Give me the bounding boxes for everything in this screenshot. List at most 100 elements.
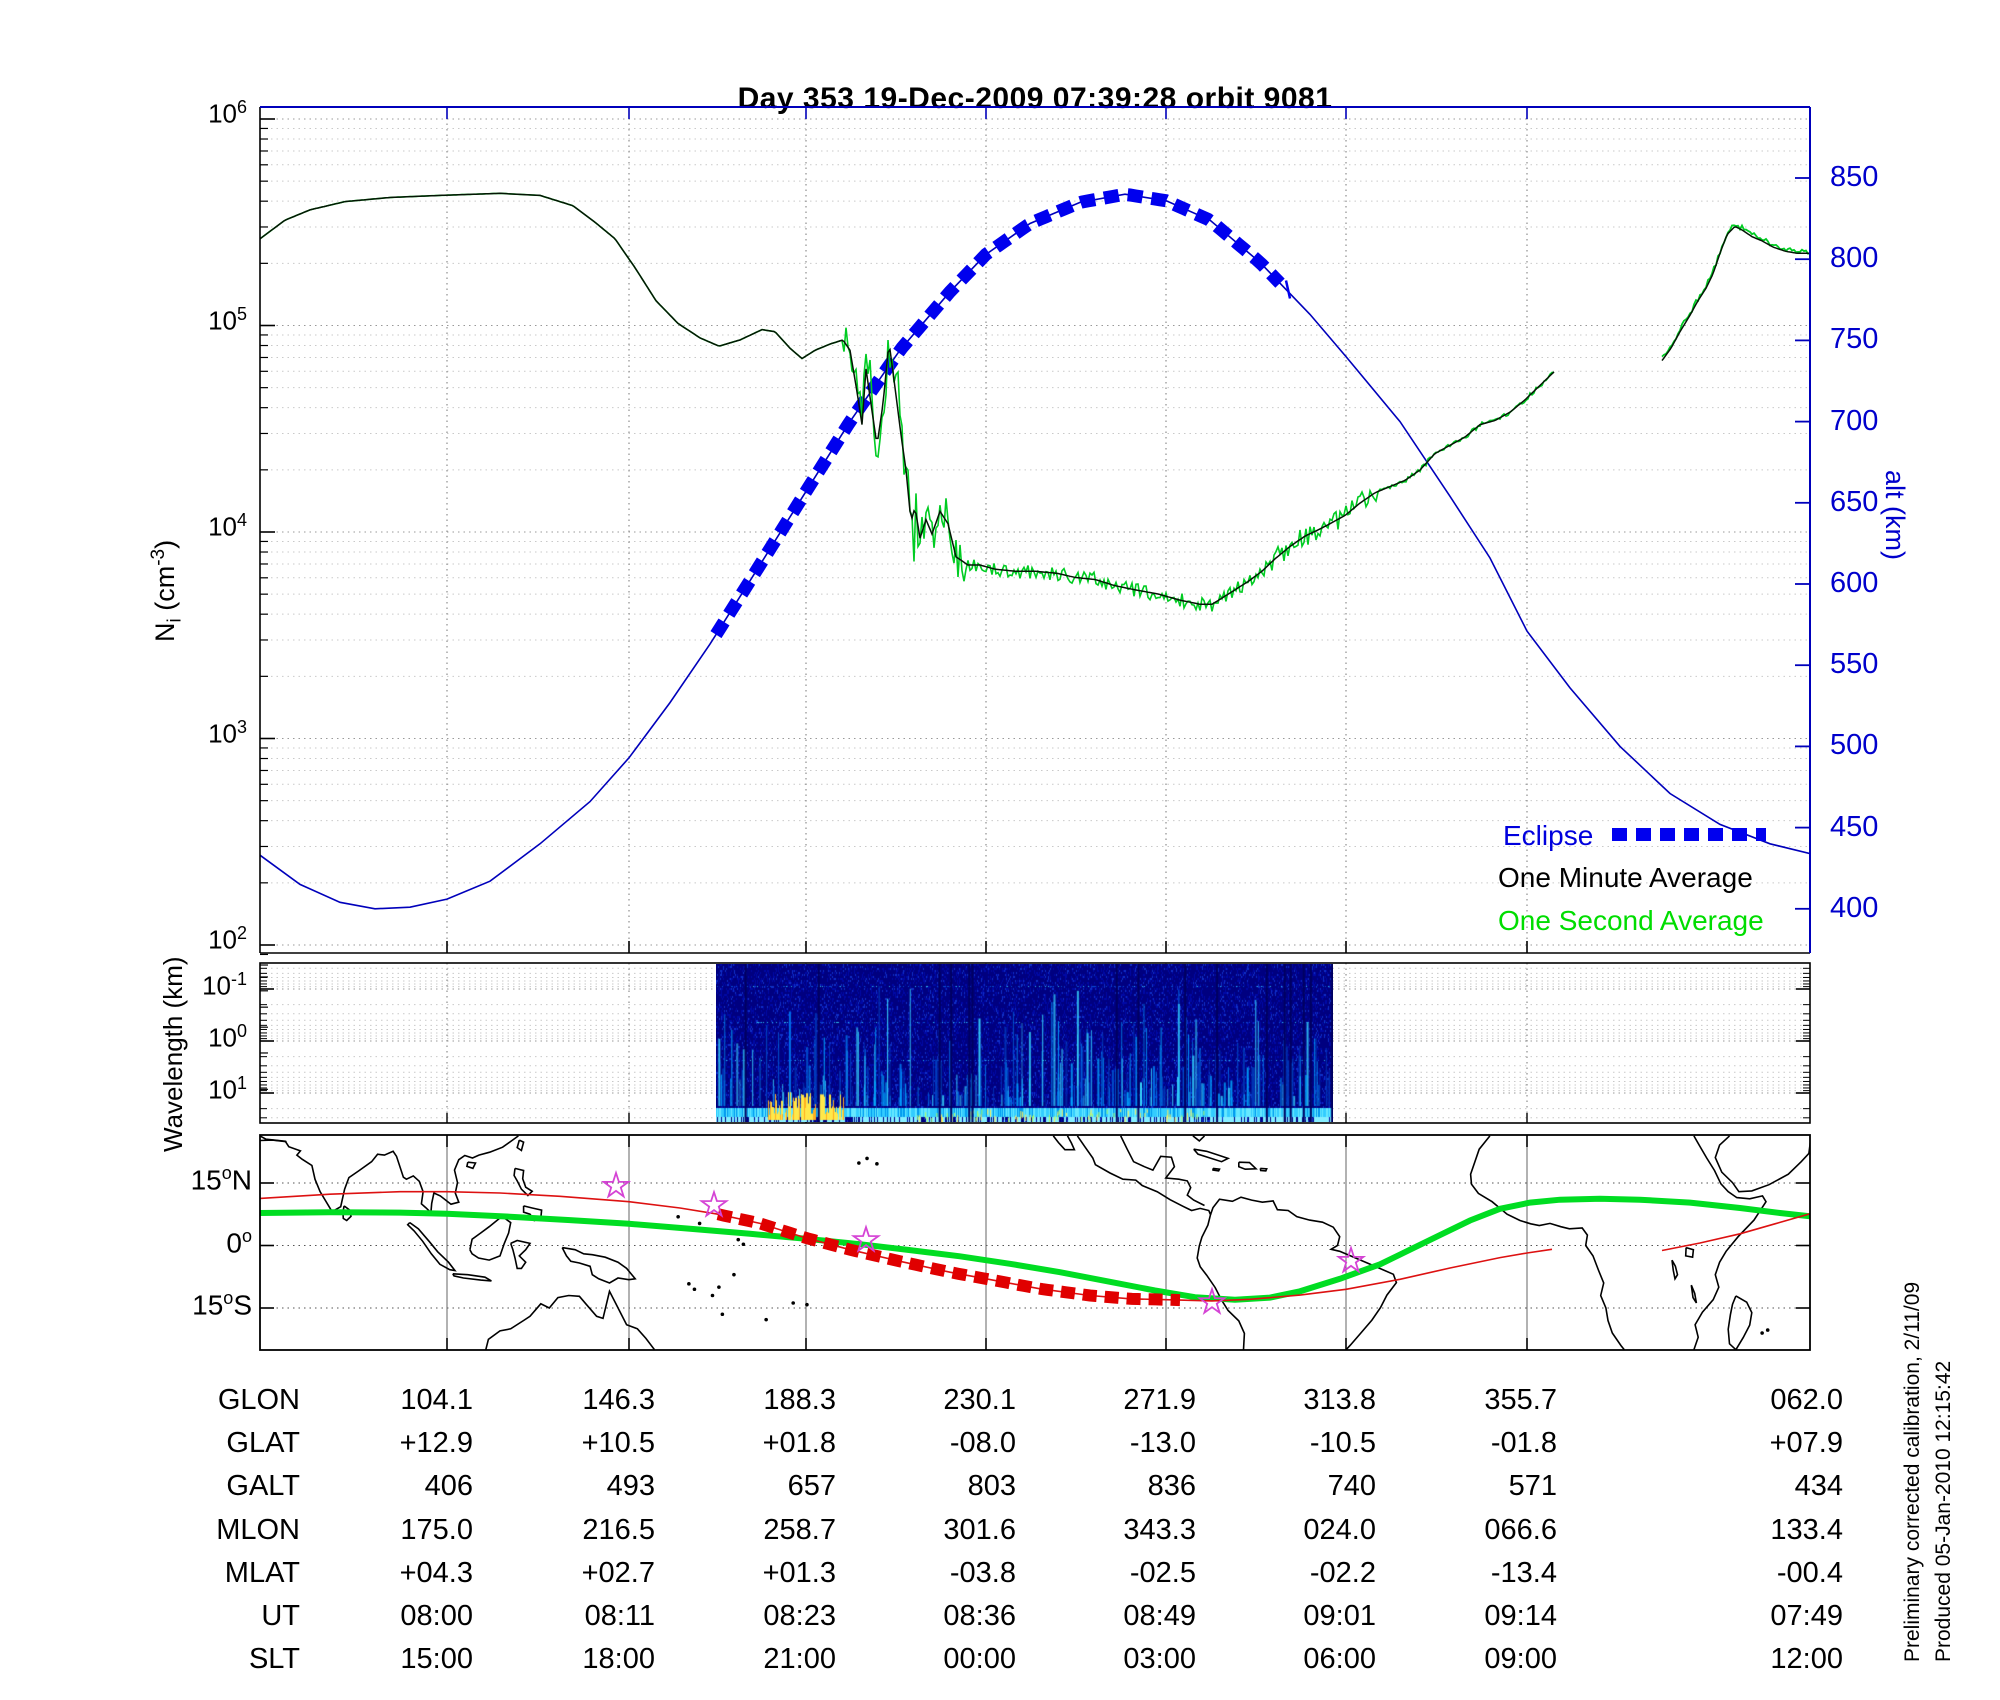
wavelength-axis-label: Wavelength (km) <box>158 956 188 1152</box>
table-cell: -02.2 <box>1309 1556 1376 1589</box>
table-cell: 066.6 <box>1484 1513 1557 1546</box>
table-cell: -10.5 <box>1309 1427 1376 1460</box>
table-cell: 571 <box>1508 1470 1557 1503</box>
altitude-axis-tick: 800 <box>1830 242 1879 275</box>
table-cell: 216.5 <box>582 1513 655 1546</box>
wavelength-axis-tick: 10-1 <box>202 969 247 1001</box>
table-row-label: UT <box>261 1600 300 1632</box>
altitude-axis-tick: 400 <box>1830 891 1879 924</box>
production-note-line1: Preliminary corrected calibration, 2/11/… <box>1901 1281 1924 1662</box>
eclipse-dashes <box>710 187 1285 639</box>
map-panel <box>259 1134 1811 1351</box>
top-panel-axes <box>259 106 1811 1090</box>
table-cell: 301.6 <box>943 1513 1016 1546</box>
top-panel-grid <box>260 107 1810 953</box>
ground-track-next-orbit <box>1661 1213 1810 1252</box>
production-note-line2: Produced 05-Jan-2010 12:15:42 <box>1932 1360 1955 1662</box>
table-cell: 15:00 <box>400 1643 473 1676</box>
density-axis-tick: 103 <box>208 716 247 749</box>
table-cell: 230.1 <box>943 1384 1016 1416</box>
altitude-axis-tick: 450 <box>1830 810 1879 843</box>
legend-eclipse-dash-sample <box>1612 828 1766 841</box>
one-second-average-curve-b <box>1661 223 1810 358</box>
legend-one-minute-label: One Minute Average <box>1498 862 1753 893</box>
table-cell: 104.1 <box>400 1384 473 1416</box>
table-cell: 343.3 <box>1123 1513 1196 1546</box>
table-cell: 06:00 <box>1303 1643 1376 1676</box>
figure-title: Day 353 19-Dec-2009 07:39:28 orbit 9081 <box>737 82 1333 115</box>
table-cell: 21:00 <box>763 1643 836 1676</box>
event-star-marker <box>600 1169 632 1199</box>
table-cell: +10.5 <box>581 1427 655 1460</box>
table-row-label: GLON <box>217 1384 300 1416</box>
table-cell: 07:49 <box>1770 1600 1843 1632</box>
table-cell: 493 <box>606 1470 655 1503</box>
table-cell: 08:00 <box>400 1600 473 1632</box>
map-content <box>260 1135 1810 1350</box>
table-row-label: GALT <box>226 1470 300 1503</box>
table-cell: 03:00 <box>1123 1643 1196 1676</box>
table-row-label: SLT <box>248 1643 300 1676</box>
map-lat-label: 15oS <box>192 1288 252 1321</box>
altitude-axis-tick: 550 <box>1830 648 1879 681</box>
map-eclipse-dashes <box>716 1208 1181 1307</box>
table-cell: 133.4 <box>1770 1513 1843 1546</box>
table-cell: -08.0 <box>949 1427 1016 1460</box>
top-panel-curves <box>260 187 1810 910</box>
table-cell: +02.7 <box>581 1556 655 1589</box>
table-cell: 08:11 <box>584 1600 655 1632</box>
table-cell: 08:23 <box>763 1600 836 1632</box>
event-star-marker <box>1196 1286 1228 1316</box>
map-lat-label: 15oN <box>190 1162 252 1196</box>
table-cell: 740 <box>1327 1470 1376 1503</box>
table-row-label: MLAT <box>224 1556 300 1589</box>
altitude-axis-tick: 600 <box>1830 567 1879 599</box>
table-cell: +01.3 <box>762 1556 836 1589</box>
table-cell: 188.3 <box>763 1384 836 1416</box>
table-cell: -13.0 <box>1129 1427 1196 1460</box>
table-cell: 258.7 <box>763 1513 836 1546</box>
ground-track <box>260 1190 1553 1302</box>
table-cell: -02.5 <box>1129 1556 1196 1589</box>
top-panel <box>259 106 1811 1090</box>
table-cell: -13.4 <box>1490 1556 1557 1589</box>
table-cell: -03.8 <box>949 1556 1016 1589</box>
table-cell: 434 <box>1794 1470 1843 1503</box>
legend-eclipse-label: Eclipse <box>1503 820 1594 851</box>
production-note: Preliminary corrected calibration, 2/11/… <box>1897 1282 1959 1662</box>
table-cell: 836 <box>1147 1470 1196 1503</box>
table-cell: 175.0 <box>400 1513 473 1546</box>
table-cell: 09:14 <box>1484 1600 1557 1632</box>
wavelength-axis-tick: 100 <box>208 1021 247 1053</box>
one-second-average-curve <box>260 192 1555 612</box>
legend-one-second-label: One Second Average <box>1498 905 1764 936</box>
table-cell: +01.8 <box>762 1427 836 1460</box>
table-cell: -01.8 <box>1490 1427 1557 1460</box>
altitude-curve <box>260 193 1810 910</box>
table-cell: 18:00 <box>582 1643 655 1676</box>
density-axis-tick: 106 <box>208 97 247 129</box>
wavelength-spectrogram <box>716 964 1333 1122</box>
table-cell: 12:00 <box>1770 1643 1843 1676</box>
table-cell: 08:49 <box>1123 1600 1196 1632</box>
eclipse-end-tick <box>1284 280 1292 299</box>
table-cell: 271.9 <box>1123 1384 1196 1416</box>
altitude-axis-tick: 500 <box>1830 729 1879 762</box>
altitude-axis-tick: 700 <box>1830 404 1879 437</box>
one-minute-average-curve-b <box>1661 226 1810 362</box>
table-cell: +04.3 <box>399 1556 473 1589</box>
density-axis-label: Ni (cm-3) <box>148 539 186 642</box>
altitude-axis-tick: 850 <box>1830 161 1879 193</box>
table-row-label: MLON <box>216 1513 300 1546</box>
one-minute-average-curve <box>260 192 1555 606</box>
wavelength-panel <box>259 962 1811 1124</box>
density-axis-tick: 102 <box>208 923 247 955</box>
density-axis-tick: 104 <box>208 510 247 542</box>
table-cell: 803 <box>967 1470 1016 1503</box>
table-cell: +07.9 <box>1769 1427 1843 1460</box>
table-cell: 657 <box>787 1470 836 1503</box>
table-row-label: GLAT <box>226 1427 300 1460</box>
table-cell: 024.0 <box>1303 1513 1376 1546</box>
